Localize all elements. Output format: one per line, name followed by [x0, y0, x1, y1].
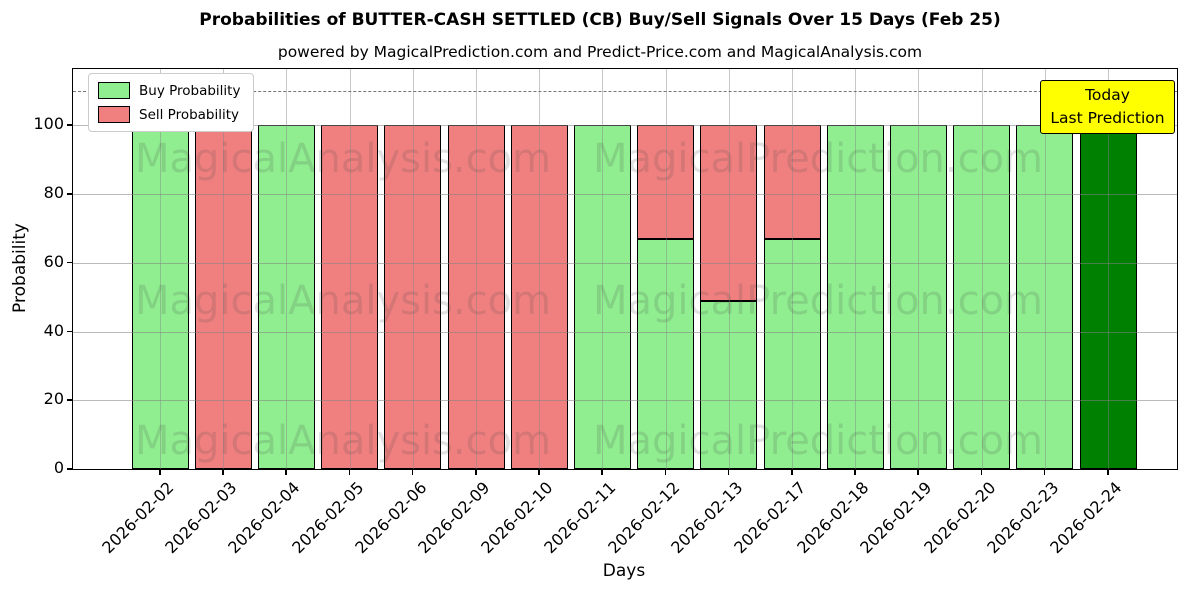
plot-area: MagicalAnalysis.com MagicalPrediction.com… [72, 68, 1178, 470]
y-tick [67, 399, 72, 401]
legend: Buy Probability Sell Probability [88, 73, 255, 132]
watermark-text: MagicalAnalysis.com [134, 278, 552, 324]
legend-item-buy: Buy Probability [98, 82, 240, 99]
x-tick [791, 469, 793, 475]
y-tick-label: 40 [43, 320, 64, 340]
grid-line-v [665, 69, 667, 469]
grid-line-h [73, 125, 1177, 127]
bar-buy-segment [889, 125, 947, 469]
legend-label-sell: Sell Probability [139, 106, 240, 123]
x-tick [601, 469, 603, 475]
grid-line-v [160, 69, 161, 469]
watermark-text: MagicalAnalysis.com [134, 136, 552, 182]
y-tick [67, 468, 72, 470]
chart-subtitle: powered by MagicalPrediction.com and Pre… [277, 43, 923, 61]
bar-buy-segment [131, 125, 189, 469]
watermark-text: MagicalAnalysis.com [134, 418, 552, 464]
x-tick [727, 469, 730, 475]
y-tick-label: 100 [33, 114, 64, 134]
bar-sell-segment [447, 125, 505, 469]
grid-line-v [918, 69, 920, 469]
x-tick [285, 469, 287, 475]
bar-sell-segment [763, 125, 821, 239]
bar-buy-segment [1016, 125, 1074, 469]
grid-line-h [73, 262, 1177, 264]
sell-swatch-icon [98, 106, 130, 123]
bar-sell-segment [637, 125, 695, 239]
x-tick [348, 469, 351, 475]
bar-buy-segment [1079, 125, 1137, 469]
grid-line-v [412, 69, 414, 469]
x-tick [1043, 469, 1046, 475]
chart-title: Probabilities of BUTTER-CASH SETTLED (CB… [199, 10, 1001, 30]
today-annotation: Today Last Prediction [1040, 80, 1175, 134]
today-annotation-line1: Today [1085, 85, 1130, 104]
y-tick [67, 261, 72, 264]
bar-sell-segment [321, 125, 379, 469]
grid-line-v [349, 69, 351, 469]
grid-line-h [73, 400, 1177, 402]
x-tick [917, 469, 919, 475]
y-tick-label: 0 [53, 458, 64, 477]
threshold-dashed-line [73, 90, 1177, 92]
buy-swatch-icon [98, 82, 130, 99]
grid-line-v [1044, 69, 1046, 469]
bar-buy-segment [700, 300, 758, 469]
bar-sell-segment [384, 125, 442, 469]
bar-buy-segment [257, 125, 315, 469]
grid-line-v [855, 69, 857, 469]
grid-line-v [728, 69, 730, 469]
grid-line-v [602, 69, 604, 469]
y-tick-label: 60 [43, 251, 64, 271]
today-annotation-line2: Last Prediction [1050, 109, 1165, 127]
grid-line-v [286, 69, 288, 469]
y-tick-label: 20 [43, 389, 64, 409]
x-tick [475, 469, 477, 475]
grid-line-v [1108, 69, 1109, 469]
grid-line-h [73, 194, 1177, 196]
legend-label-buy: Buy Probability [139, 82, 241, 99]
grid-line-v [223, 69, 225, 469]
watermark-text: MagicalPrediction.com [593, 136, 1043, 182]
x-tick [980, 469, 983, 475]
y-tick [67, 193, 72, 195]
bar-buy-segment [573, 125, 631, 469]
x-tick [1107, 469, 1109, 475]
grid-line-v [981, 69, 983, 469]
x-tick [222, 469, 224, 475]
x-tick [411, 469, 414, 475]
watermark-text: MagicalPrediction.com [593, 418, 1043, 464]
legend-item-sell: Sell Probability [98, 106, 240, 123]
y-tick [67, 330, 72, 333]
grid-line-v [476, 69, 477, 469]
bar-buy-segment [953, 125, 1011, 469]
x-tick [538, 469, 540, 475]
y-tick [67, 124, 72, 126]
bar-sell-segment [194, 125, 252, 469]
bar-buy-segment [637, 238, 695, 469]
x-tick [664, 469, 667, 475]
grid-line-v [539, 69, 541, 469]
watermark-text: MagicalPrediction.com [593, 278, 1043, 324]
bar-buy-segment [763, 238, 821, 469]
x-axis-label: Days [602, 561, 646, 581]
grid-line-h [73, 331, 1177, 333]
grid-line-v [792, 69, 793, 469]
x-tick [159, 469, 161, 475]
bar-sell-segment [510, 125, 568, 469]
x-tick [854, 469, 856, 475]
y-tick-label: 80 [43, 183, 64, 203]
bar-buy-segment [826, 125, 884, 469]
